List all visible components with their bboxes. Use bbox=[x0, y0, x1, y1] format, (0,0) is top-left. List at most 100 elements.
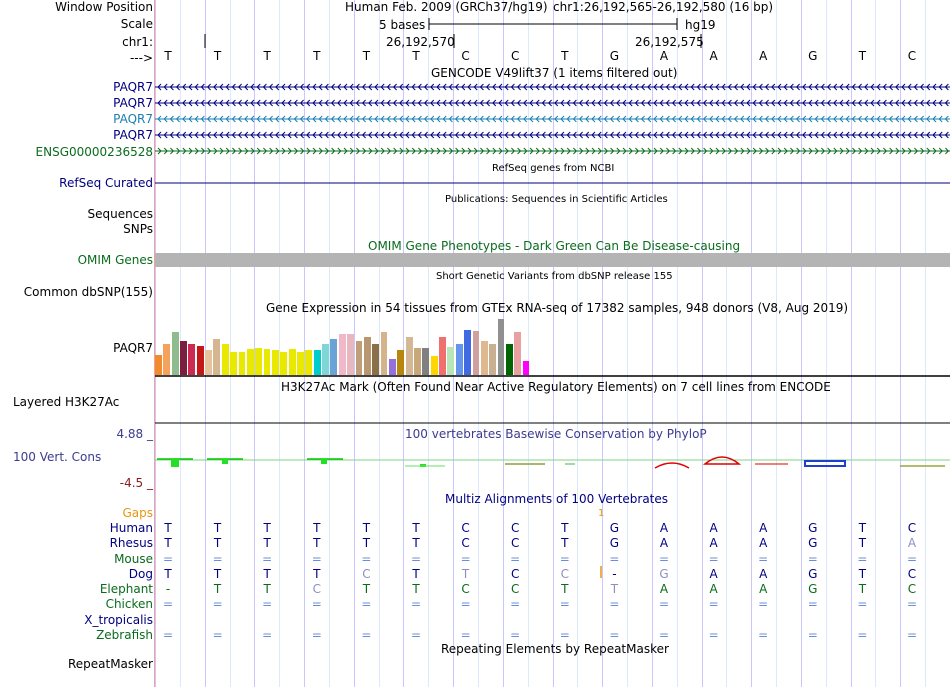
gtex-tissue-bar[interactable] bbox=[363, 337, 371, 375]
gtex-tissue-bar[interactable] bbox=[522, 361, 530, 375]
gtex-tissue-bar[interactable] bbox=[397, 350, 405, 375]
alignment-base-chicken: = bbox=[510, 597, 521, 611]
h3k27ac-track-title[interactable]: H3K27Ac Mark (Often Found Near Active Re… bbox=[281, 380, 831, 394]
gtex-tissue-bar[interactable] bbox=[313, 350, 321, 375]
gtex-tissue-bar[interactable] bbox=[322, 344, 329, 375]
assembly-title: Human Feb. 2009 (GRCh37/hg19) bbox=[345, 0, 548, 14]
gtex-tissue-bar[interactable] bbox=[246, 349, 254, 375]
label-chicken[interactable]: Chicken bbox=[105, 597, 153, 611]
label-mouse[interactable]: Mouse bbox=[114, 552, 153, 566]
gtex-tissue-bar[interactable] bbox=[380, 332, 388, 375]
alignment-base-dog: T bbox=[461, 567, 470, 581]
gtex-tissue-bar[interactable] bbox=[405, 337, 413, 375]
refseq-track-title[interactable]: RefSeq genes from NCBI bbox=[492, 163, 615, 174]
gtex-bar-chart[interactable] bbox=[155, 315, 555, 375]
label-rhesus[interactable]: Rhesus bbox=[109, 536, 153, 550]
gencode-track-title[interactable]: GENCODE V49lift37 (1 items filtered out) bbox=[431, 66, 678, 80]
alignment-base-dog: G bbox=[659, 567, 669, 581]
label-refseq[interactable]: RefSeq Curated bbox=[59, 176, 153, 190]
label-cons_lo[interactable]: -4.5 _ bbox=[119, 476, 153, 490]
gtex-tissue-bar[interactable] bbox=[155, 355, 162, 375]
gtex-tissue-bar[interactable] bbox=[255, 348, 263, 375]
gtex-tissue-bar[interactable] bbox=[355, 341, 363, 375]
label-paqr7_1[interactable]: PAQR7 bbox=[113, 80, 153, 94]
gtex-tissue-bar[interactable] bbox=[447, 347, 455, 375]
label-paqr7_2[interactable]: PAQR7 bbox=[113, 96, 153, 110]
gtex-tissue-bar[interactable] bbox=[505, 344, 513, 375]
label-paqr7_3[interactable]: PAQR7 bbox=[113, 112, 153, 126]
gtex-tissue-bar[interactable] bbox=[372, 344, 380, 375]
label-h3k[interactable]: Layered H3K27Ac bbox=[13, 395, 120, 409]
gtex-tissue-bar[interactable] bbox=[480, 341, 488, 375]
browser-track-area[interactable]: Human Feb. 2009 (GRCh37/hg19) chr1:26,19… bbox=[155, 0, 950, 687]
alignment-base-zebrafish: = bbox=[212, 628, 223, 642]
label-gaps[interactable]: Gaps bbox=[122, 506, 153, 520]
alignment-base-rhesus: T bbox=[164, 536, 172, 550]
alignment-base-rhesus: T bbox=[858, 536, 867, 550]
gtex-tissue-bar[interactable] bbox=[414, 348, 421, 375]
gtex-tissue-bar[interactable] bbox=[472, 331, 480, 375]
gtex-tissue-bar[interactable] bbox=[489, 344, 497, 375]
gtex-tissue-bar[interactable] bbox=[305, 350, 313, 375]
label-winpos[interactable]: Window Position bbox=[55, 0, 153, 14]
alignment-base-chicken: = bbox=[460, 597, 471, 611]
label-human[interactable]: Human bbox=[109, 521, 153, 535]
gtex-tissue-bar[interactable] bbox=[288, 349, 296, 375]
gtex-tissue-bar[interactable] bbox=[196, 346, 204, 375]
gtex-tissue-bar[interactable] bbox=[514, 332, 522, 375]
label-snps[interactable]: SNPs bbox=[123, 222, 153, 236]
gtex-tissue-bar[interactable] bbox=[439, 337, 446, 375]
gtex-tissue-bar[interactable] bbox=[188, 344, 196, 375]
gtex-tissue-bar[interactable] bbox=[497, 319, 505, 375]
gridline bbox=[677, 0, 678, 687]
alignment-base-dog: C bbox=[510, 567, 520, 581]
label-scale[interactable]: Scale bbox=[120, 17, 153, 31]
label-xtrop[interactable]: X_tropicalis bbox=[84, 613, 153, 627]
label-paqr7_4[interactable]: PAQR7 bbox=[113, 128, 153, 142]
label-chr[interactable]: chr1: bbox=[122, 35, 153, 49]
gtex-tissue-bar[interactable] bbox=[271, 350, 279, 375]
gtex-tissue-bar[interactable] bbox=[430, 356, 438, 375]
repeatmasker-track-title[interactable]: Repeating Elements by RepeatMasker bbox=[441, 642, 669, 656]
gridline bbox=[776, 0, 777, 687]
label-omim[interactable]: OMIM Genes bbox=[77, 253, 153, 267]
gtex-tissue-bar[interactable] bbox=[338, 334, 346, 375]
omim-track-title[interactable]: OMIM Gene Phenotypes - Dark Green Can Be… bbox=[368, 239, 741, 253]
label-arrow[interactable]: ---> bbox=[129, 51, 153, 65]
multiz-track-title[interactable]: Multiz Alignments of 100 Vertebrates bbox=[445, 492, 669, 506]
alignment-base-human: A bbox=[709, 521, 718, 535]
alignment-base-elephant: A bbox=[709, 582, 718, 596]
label-zebrafish[interactable]: Zebrafish bbox=[96, 628, 153, 642]
gtex-tissue-bar[interactable] bbox=[180, 341, 187, 375]
gtex-tissue-bar[interactable] bbox=[230, 352, 238, 375]
gtex-tissue-bar[interactable] bbox=[163, 344, 171, 375]
gtex-tissue-bar[interactable] bbox=[422, 348, 430, 375]
phylop-track-title[interactable]: 100 vertebrates Basewise Conservation by… bbox=[405, 427, 707, 441]
gtex-tissue-bar[interactable] bbox=[221, 344, 229, 375]
label-dog[interactable]: Dog bbox=[128, 567, 153, 581]
label-seqs[interactable]: Sequences bbox=[87, 207, 153, 221]
pubs-track-title[interactable]: Publications: Sequences in Scientific Ar… bbox=[445, 194, 668, 205]
gtex-tissue-bar[interactable] bbox=[347, 334, 355, 375]
dbsnp-track-title[interactable]: Short Genetic Variants from dbSNP releas… bbox=[436, 271, 673, 282]
gtex-tissue-bar[interactable] bbox=[388, 359, 396, 375]
gtex-tissue-bar[interactable] bbox=[464, 330, 471, 375]
gtex-tissue-bar[interactable] bbox=[455, 344, 463, 375]
label-ensg[interactable]: ENSG00000236528 bbox=[35, 145, 153, 159]
gtex-track-title[interactable]: Gene Expression in 54 tissues from GTEx … bbox=[266, 301, 849, 315]
label-dbsnp[interactable]: Common dbSNP(155) bbox=[23, 285, 153, 299]
label-cons[interactable]: 100 Vert. Cons bbox=[13, 450, 102, 464]
gtex-tissue-bar[interactable] bbox=[263, 349, 271, 375]
alignment-base-rhesus: T bbox=[213, 536, 222, 550]
gtex-tissue-bar[interactable] bbox=[238, 352, 246, 375]
gtex-tissue-bar[interactable] bbox=[280, 352, 288, 375]
gtex-tissue-bar[interactable] bbox=[205, 350, 212, 375]
gtex-tissue-bar[interactable] bbox=[330, 339, 338, 375]
label-cons_hi[interactable]: 4.88 _ bbox=[116, 427, 153, 441]
label-gtex[interactable]: PAQR7 bbox=[113, 341, 153, 355]
label-repeat[interactable]: RepeatMasker bbox=[67, 657, 153, 671]
gtex-tissue-bar[interactable] bbox=[297, 352, 304, 375]
label-elephant[interactable]: Elephant bbox=[99, 582, 153, 596]
gtex-tissue-bar[interactable] bbox=[213, 339, 221, 375]
gtex-tissue-bar[interactable] bbox=[171, 332, 179, 375]
